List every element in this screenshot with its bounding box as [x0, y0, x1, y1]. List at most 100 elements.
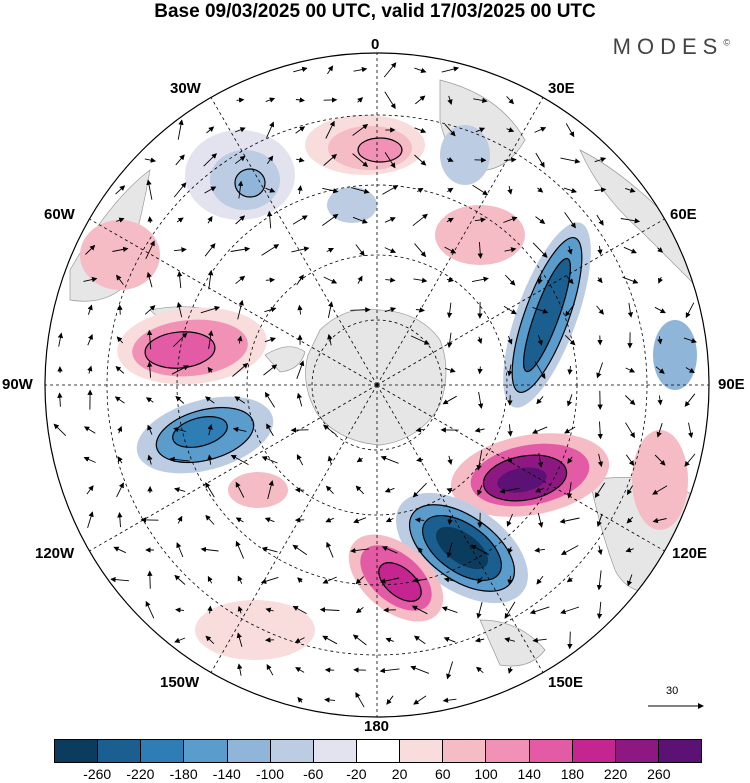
wind-vector: [447, 95, 453, 105]
wind-vector: [177, 515, 183, 524]
wind-vector: [319, 607, 340, 613]
wind-vector: [597, 545, 603, 556]
wind-vector: [322, 576, 337, 584]
wind-vector: [235, 215, 246, 225]
wind-vector: [537, 453, 544, 468]
wind-vector: [560, 157, 581, 164]
colorbar-segment: [528, 740, 572, 762]
wind-vector: [176, 217, 184, 223]
wind-vector: [657, 395, 663, 406]
wind-vector: [355, 244, 365, 257]
wind-vector: [266, 121, 275, 138]
wind-vector: [353, 66, 368, 73]
wind-vector: [327, 455, 333, 464]
wind-vector: [566, 482, 573, 499]
wind-vector: [383, 62, 397, 78]
wind-vector: [355, 607, 364, 614]
colorbar-segment: [657, 740, 702, 762]
wind-vector: [384, 487, 395, 493]
wind-vector: [295, 97, 305, 103]
wind-vector: [625, 367, 636, 373]
lon-label-120e: 120E: [672, 545, 708, 562]
wind-vector: [324, 697, 336, 703]
wind-vector: [232, 426, 247, 433]
wind-vector: [355, 485, 365, 495]
wind-vector: [446, 156, 454, 162]
wind-vector: [596, 214, 604, 226]
wind-vector: [654, 306, 666, 314]
wind-vector: [174, 247, 187, 253]
wind-vector: [537, 512, 544, 528]
wind-vector: [147, 361, 153, 378]
wind-vector: [175, 154, 185, 166]
wind-vector: [657, 336, 663, 345]
wind-vector: [83, 276, 98, 283]
wind-vector: [175, 395, 185, 404]
wind-vector: [234, 155, 246, 165]
wind-vector: [265, 277, 276, 283]
wind-vector: [474, 217, 486, 223]
wind-vector: [116, 482, 124, 498]
wind-vector: [232, 362, 249, 377]
colorbar-tick-label: -140: [212, 766, 241, 782]
wind-vector: [441, 66, 460, 73]
wind-vector: [117, 512, 123, 528]
wind-vector: [234, 127, 246, 133]
colorbar-segment: [183, 740, 227, 762]
wind-vector: [596, 362, 604, 379]
wind-vector: [623, 246, 637, 254]
wind-vector: [565, 123, 575, 138]
wind-vector: [477, 485, 483, 496]
wind-vector: [566, 576, 573, 583]
wind-vector: [506, 513, 514, 527]
lon-label-90e: 90E: [718, 376, 745, 393]
lon-label-0: 0: [371, 36, 380, 53]
wind-vector: [322, 213, 339, 226]
lon-label-150w: 150W: [160, 674, 200, 691]
wind-vector: [203, 153, 217, 167]
wind-vector: [471, 276, 489, 283]
wind-vector: [266, 210, 273, 229]
wind-vector: [297, 696, 303, 703]
wind-vector: [507, 666, 513, 674]
wind-vector: [567, 631, 573, 650]
wind-vector: [266, 423, 274, 437]
wind-vector: [443, 636, 456, 643]
colorbar-tick-label: 180: [560, 766, 585, 782]
wind-vector: [594, 157, 607, 163]
wind-vector: [293, 66, 308, 73]
wind-vector: [414, 243, 427, 258]
modes-logo: MODES©: [613, 34, 730, 60]
wind-vector: [205, 635, 215, 645]
reference-vector-label: 30: [666, 685, 679, 697]
wind-vector: [327, 301, 334, 318]
wind-vector: [113, 546, 126, 554]
wind-vector: [535, 216, 546, 224]
wind-vector: [412, 482, 427, 498]
wind-vector: [596, 513, 603, 528]
wind-vector: [116, 217, 125, 223]
colorbar-tick-label: -220: [126, 766, 155, 782]
wind-vector: [504, 274, 516, 286]
wind-vector: [656, 423, 663, 438]
wind-vector: [447, 515, 453, 525]
wind-vector: [147, 424, 153, 435]
wind-vector: [380, 455, 399, 464]
wind-vector: [567, 245, 573, 255]
wind-vector: [264, 391, 275, 408]
wind-vector: [175, 607, 185, 613]
wind-vector: [625, 422, 635, 439]
wind-vector: [532, 637, 547, 643]
wind-vector: [507, 424, 513, 437]
wind-vector: [200, 305, 221, 314]
wind-vector: [564, 212, 576, 229]
wind-vector: [176, 542, 184, 558]
colorbar-tick-label: 20: [391, 766, 408, 782]
wind-vector: [146, 271, 153, 288]
wind-vector: [265, 187, 276, 193]
wind-vector: [322, 187, 339, 194]
colorbar: [54, 739, 702, 763]
wind-vector: [352, 153, 369, 167]
wind-vector: [443, 577, 456, 583]
wind-vector: [297, 577, 303, 583]
